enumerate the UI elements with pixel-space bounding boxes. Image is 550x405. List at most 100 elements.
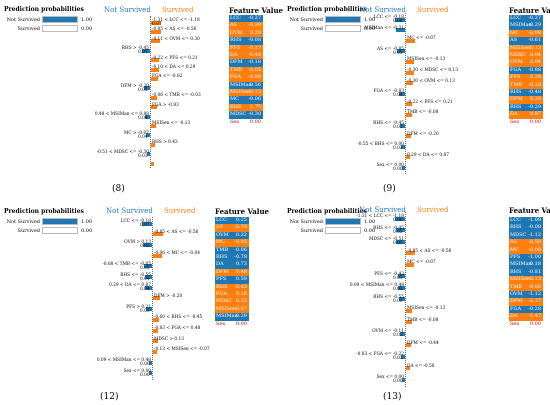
- feature-name: AS: [510, 239, 518, 246]
- feature-name: FGA: [230, 74, 242, 81]
- center-axis: [150, 16, 151, 169]
- feature-row: TMB -0.10: [509, 81, 543, 89]
- condition-label: -0.85 < AS <= -0.56: [152, 27, 197, 33]
- condition-bar: [401, 354, 405, 359]
- not-survived-header: Not Survived: [106, 207, 153, 215]
- condition-label: -0.85 < AS <= -0.56: [154, 229, 199, 235]
- feature-name: MSIMan: [510, 261, 532, 268]
- condition-label: MSIMan <= -0.31: [364, 25, 404, 31]
- feature-value: 0.29: [235, 313, 247, 320]
- feature-name: MC: [216, 239, 225, 246]
- feature-value: -0.81: [528, 268, 541, 275]
- feature-name: DFM: [230, 59, 243, 66]
- feature-row: FGA -0.88: [509, 66, 543, 75]
- panel-caption: (8): [112, 184, 125, 194]
- probability-label: Not Survived: [6, 17, 40, 23]
- condition-label: Sex <= 0.00: [376, 163, 404, 169]
- feature-row: DFM 0.28: [509, 96, 543, 104]
- feature-value: 0.56: [249, 81, 261, 88]
- condition-weight: 0.02: [393, 333, 403, 338]
- feature-name: FGA: [510, 305, 522, 312]
- feature-name: PFS: [230, 44, 241, 51]
- panel-caption: (13): [383, 392, 402, 402]
- feature-name: TMB: [510, 283, 523, 290]
- feature-value: 0.04: [529, 52, 541, 58]
- condition-label: -0.10 < DA <= 0.29: [152, 65, 196, 70]
- feature-row: PFS -0.17: [229, 44, 263, 52]
- feature-row: RHS -0.48: [509, 89, 543, 97]
- feature-name: MC: [510, 29, 519, 36]
- feature-row: MC -0.06: [229, 96, 263, 104]
- survived-header: Survived: [417, 206, 449, 214]
- feature-value: 0.29: [249, 29, 261, 36]
- feature-row: MDSC -0.30: [229, 111, 263, 119]
- feature-value: -0.45: [234, 283, 247, 290]
- lime-panel-8: Prediction probabilities Not Survived 1.00…: [0, 0, 283, 200]
- feature-value: -0.78: [234, 254, 247, 260]
- condition-weight: 0.07: [140, 223, 150, 228]
- condition-label: OVM <= -0.11: [372, 329, 404, 334]
- condition-label: PFS > 0.21: [126, 304, 151, 310]
- feature-value: -0.06: [248, 96, 261, 103]
- feature-name: TMB: [216, 246, 229, 253]
- probability-bar-fill: [43, 219, 77, 224]
- feature-name: MSIMan: [510, 22, 532, 29]
- condition-label: -0.22 < PFS <= 0.21: [407, 99, 453, 105]
- feature-row: AS -0.61: [509, 37, 543, 45]
- lime-panel-12: Prediction probabilities Not Survived 1.00…: [0, 202, 275, 405]
- feature-value: -0.88: [248, 74, 261, 81]
- condition-bar: [398, 297, 405, 301]
- feature-value: -0.61: [528, 37, 541, 44]
- condition-weight: 0.00: [140, 372, 150, 378]
- condition-weight: 0.03: [140, 308, 150, 314]
- condition-bar: [153, 328, 158, 333]
- feature-row: BHS -0.78: [215, 254, 249, 262]
- feature-value: 1.75: [249, 103, 261, 110]
- not-survived-header: Not Survived: [359, 6, 406, 14]
- probability-bar-track: [42, 218, 78, 225]
- feature-name: LCC: [510, 15, 521, 21]
- feature-row: MSIMan 0.18: [509, 261, 543, 269]
- feature-value: -1.12: [528, 291, 541, 297]
- condition-label: MSISen <= -0.13: [152, 121, 191, 127]
- condition-bar: [406, 366, 410, 370]
- condition-label: 0.29 < DA <= 0.87: [109, 283, 151, 289]
- feature-value: 0.59: [235, 276, 247, 283]
- probability-bar-track: [325, 218, 361, 225]
- feature-name: RHS: [510, 224, 522, 231]
- feature-value: -0.88: [528, 66, 541, 73]
- feature-value: -0.05: [248, 66, 261, 73]
- feature-name: BHS: [216, 254, 228, 260]
- feature-row: RHS -0.08: [229, 37, 263, 45]
- condition-bar: [406, 59, 414, 64]
- prediction-probabilities-title: Prediction probabilities: [287, 208, 367, 215]
- condition-label: 0.29 < DA <= 0.87: [407, 152, 449, 158]
- survived-header: Survived: [162, 6, 194, 14]
- feature-name: BHS: [510, 268, 522, 275]
- probability-value: 1.00: [81, 219, 93, 225]
- feature-value: -0.13: [528, 44, 541, 51]
- prediction-probabilities-title: Prediction probabilities: [287, 6, 367, 13]
- feature-row: MSISen -0.13: [509, 44, 543, 52]
- condition-bar: [406, 102, 412, 107]
- condition-bar: [395, 28, 405, 33]
- feature-name: BHS: [510, 103, 522, 110]
- feature-value: -0.05: [234, 239, 247, 246]
- feature-value: 0.73: [235, 261, 247, 268]
- condition-bar: [151, 105, 157, 110]
- feature-value: -1.09: [528, 217, 541, 223]
- survived-header: Survived: [164, 207, 196, 215]
- condition-bar: [406, 70, 414, 75]
- feature-value: -0.27: [528, 15, 541, 21]
- condition-label: BHS <= -0.55: [120, 272, 151, 278]
- condition-bar: [143, 242, 152, 247]
- condition-label: DFM <= -0.20: [407, 131, 439, 137]
- condition-label: RHS <= -0.45: [373, 121, 404, 126]
- feature-row: LCC -1.09: [509, 217, 543, 225]
- probability-bar-track: [325, 227, 361, 234]
- feature-name: RHS: [230, 37, 242, 44]
- condition-weight: 0.03: [138, 153, 148, 159]
- probability-bar-fill: [326, 17, 360, 22]
- condition-weight: 0.03: [393, 287, 403, 292]
- condition-bar: [151, 161, 154, 166]
